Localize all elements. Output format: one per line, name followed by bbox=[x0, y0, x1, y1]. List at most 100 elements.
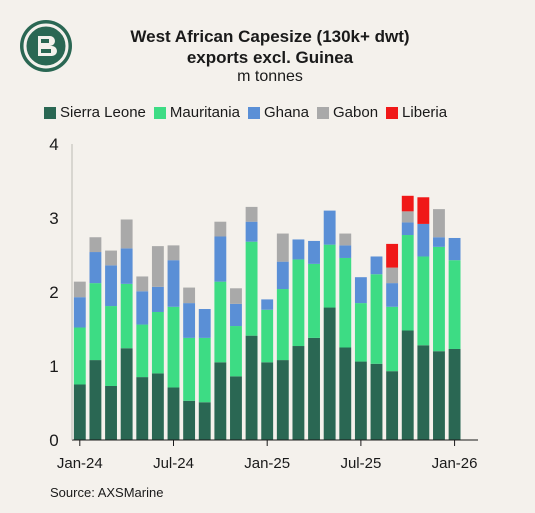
bar-segment bbox=[230, 376, 242, 440]
bar-segment bbox=[323, 307, 336, 440]
bar-segment bbox=[151, 311, 164, 374]
bar-segment bbox=[354, 361, 367, 440]
bar-segment bbox=[151, 246, 164, 287]
bar-segment bbox=[276, 261, 289, 290]
bar-segment bbox=[308, 263, 320, 338]
bar-segment bbox=[323, 210, 336, 245]
bar-segment bbox=[401, 211, 414, 223]
bar-segment bbox=[448, 260, 461, 349]
bar-segment bbox=[167, 245, 180, 261]
bar-segment bbox=[167, 260, 180, 307]
bar-segment bbox=[433, 246, 445, 352]
bar-segment bbox=[433, 237, 445, 247]
y-tick-label: 2 bbox=[49, 283, 58, 302]
bar-segment bbox=[433, 209, 445, 238]
bar-segment bbox=[105, 306, 117, 386]
bar-segment bbox=[292, 259, 305, 347]
bar-segment bbox=[261, 362, 274, 440]
bar-segment bbox=[167, 306, 180, 388]
bar-segment bbox=[417, 223, 430, 257]
bar-segment bbox=[261, 309, 274, 363]
bar-segment bbox=[308, 240, 320, 264]
bar-segment bbox=[276, 233, 289, 262]
bar-segment bbox=[370, 363, 383, 440]
bar-segment bbox=[89, 283, 102, 361]
bar-segment bbox=[183, 337, 196, 401]
bar-segment bbox=[339, 257, 352, 348]
bar-segment bbox=[214, 281, 227, 363]
bar-segment bbox=[417, 345, 430, 440]
bar-segment bbox=[401, 235, 414, 331]
bar-segment bbox=[105, 265, 117, 307]
bar-segment bbox=[339, 233, 352, 246]
legend-item: Mauritania bbox=[153, 104, 240, 121]
bar-segment bbox=[73, 281, 86, 298]
x-tick-label: Jul-25 bbox=[340, 455, 381, 472]
bar-segment bbox=[323, 244, 336, 308]
bar-segment bbox=[120, 348, 133, 440]
bar-segment bbox=[370, 256, 383, 275]
bar-segment bbox=[120, 248, 133, 284]
bar-segment bbox=[292, 239, 305, 260]
bar-segment bbox=[214, 362, 227, 440]
x-tick-label: Jul-24 bbox=[153, 455, 194, 472]
bar-segment bbox=[292, 346, 305, 440]
bar-segment bbox=[120, 283, 133, 349]
bar-segment bbox=[151, 373, 164, 440]
bar-segment bbox=[276, 360, 289, 440]
bar-segment bbox=[198, 309, 211, 338]
bar-segment bbox=[230, 326, 242, 377]
bar-segment bbox=[230, 288, 242, 304]
bar-segment bbox=[401, 195, 414, 212]
legend-label: Ghana bbox=[263, 104, 309, 121]
y-tick-label: 1 bbox=[49, 357, 58, 376]
bar-segment bbox=[136, 276, 149, 292]
bar-segment bbox=[89, 360, 102, 440]
bar-segment bbox=[308, 337, 320, 440]
legend-item: Sierra Leone bbox=[44, 104, 146, 121]
bar-segment bbox=[245, 221, 258, 242]
legend-swatch bbox=[317, 106, 329, 119]
legend-swatch bbox=[386, 106, 399, 119]
bar-segment bbox=[183, 287, 196, 304]
bar-segment bbox=[89, 237, 102, 253]
y-tick-label: 3 bbox=[49, 209, 58, 228]
bar-segment bbox=[448, 348, 461, 440]
x-tick-label: Jan-25 bbox=[244, 455, 290, 472]
bar-segment bbox=[370, 274, 383, 364]
bar-segment bbox=[261, 299, 274, 310]
bar-segment bbox=[386, 243, 399, 268]
bar-segment bbox=[198, 402, 211, 440]
legend-label: Liberia bbox=[402, 104, 448, 121]
bar-segment bbox=[386, 306, 399, 372]
bar-segment bbox=[401, 330, 414, 440]
legend-label: Sierra Leone bbox=[60, 104, 146, 121]
bar-segment bbox=[105, 385, 117, 440]
bar-segment bbox=[167, 387, 180, 440]
bar-segment bbox=[245, 206, 258, 222]
bar-segment bbox=[386, 283, 399, 307]
x-tick-label: Jan-26 bbox=[432, 455, 478, 472]
source-note: Source: AXSMarine bbox=[50, 485, 164, 500]
legend-item: Liberia bbox=[386, 104, 447, 121]
legend-label: Mauritania bbox=[169, 104, 240, 121]
bar-segment bbox=[136, 377, 149, 440]
legend-label: Gabon bbox=[333, 104, 379, 121]
bar-segment bbox=[245, 335, 258, 440]
bar-segment bbox=[230, 303, 242, 327]
bar-segment bbox=[136, 324, 149, 378]
bar-segment bbox=[183, 400, 196, 440]
bar-segment bbox=[245, 241, 258, 336]
bar-segment bbox=[339, 245, 352, 258]
bar-segment bbox=[386, 267, 399, 284]
bar-segment bbox=[183, 303, 196, 338]
bar-segment bbox=[120, 219, 133, 249]
bar-segment bbox=[73, 384, 86, 440]
bar-segment bbox=[89, 252, 102, 284]
x-tick-label: Jan-24 bbox=[57, 455, 103, 472]
bar-segment bbox=[198, 337, 211, 403]
bar-segment bbox=[151, 286, 164, 312]
bar-segment bbox=[386, 371, 399, 440]
legend-swatch bbox=[153, 106, 166, 119]
